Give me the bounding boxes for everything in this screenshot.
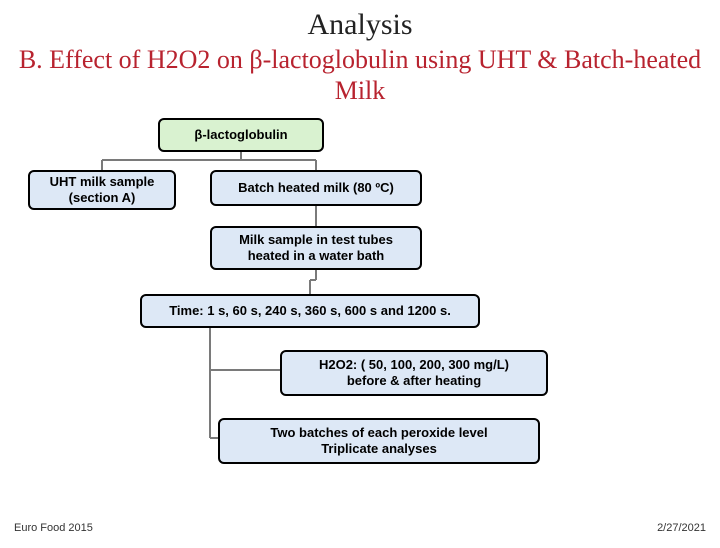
footer-right: 2/27/2021 [657,522,706,534]
node-h2o2: H2O2: ( 50, 100, 200, 300 mg/L)before & … [280,350,548,396]
connector [309,280,311,294]
connector [315,206,317,226]
node-label: Two batches of each peroxide level [270,425,487,441]
node-batch: Batch heated milk (80 ºC) [210,170,422,206]
node-tubes: Milk sample in test tubesheated in a wat… [210,226,422,270]
node-root: β-lactoglobulin [158,118,324,152]
flowchart: β-lactoglobulin UHT milk sample(section A… [0,118,720,498]
connector [210,369,280,371]
node-uht: UHT milk sample(section A) [28,170,176,210]
connector [209,328,211,438]
connector [102,159,241,161]
node-label: (section A) [69,190,136,206]
connector [101,160,103,170]
node-label: UHT milk sample [50,174,155,190]
connector [315,160,317,170]
node-label: heated in a water bath [248,248,385,264]
node-label: β-lactoglobulin [194,127,287,143]
connector [210,437,218,439]
connector [241,159,316,161]
node-label: Time: 1 s, 60 s, 240 s, 360 s, 600 s and… [169,303,451,319]
node-label: Milk sample in test tubes [239,232,393,248]
node-label: Triplicate analyses [321,441,437,457]
footer-left: Euro Food 2015 [14,522,93,534]
node-label: before & after heating [347,373,481,389]
node-label: Batch heated milk (80 ºC) [238,180,394,196]
node-label: H2O2: ( 50, 100, 200, 300 mg/L) [319,357,509,373]
page-subtitle: B. Effect of H2O2 on β-lactoglobulin usi… [0,44,720,106]
page-title: Analysis [0,8,720,42]
node-time: Time: 1 s, 60 s, 240 s, 360 s, 600 s and… [140,294,480,328]
node-repl: Two batches of each peroxide levelTripli… [218,418,540,464]
